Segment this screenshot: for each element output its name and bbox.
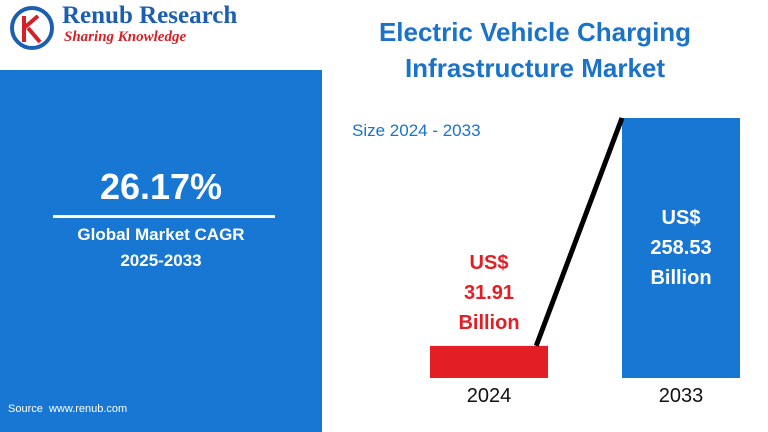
source: Source www.renub.com: [8, 403, 128, 415]
value-label: US$ 258.53 Billion: [650, 207, 712, 289]
value-label: US$ 31.91 Billion: [458, 251, 520, 334]
cagr-caption: Global Market CAGR 2025-2033: [0, 222, 322, 274]
cagr-period: 2025-2033: [120, 251, 202, 270]
cagr-figure: 26.17%: [99, 166, 223, 207]
divider: [53, 215, 275, 218]
tagline: Sharing Knowledge: [64, 29, 187, 45]
bar: [430, 345, 548, 378]
bar: [622, 118, 740, 378]
logo-icon: [10, 6, 54, 50]
brand: Renub Research: [62, 2, 238, 29]
connector: [533, 117, 625, 347]
x-tick-label: 2033: [658, 385, 704, 407]
chart-title: Electric Vehicle Charging Infrastructure…: [378, 17, 692, 83]
side-panel: [0, 70, 322, 432]
chart-subtitle: Size 2024 - 2033: [352, 121, 481, 140]
cagr-label: Global Market CAGR: [77, 225, 245, 244]
x-tick-label: 2024: [466, 385, 512, 407]
